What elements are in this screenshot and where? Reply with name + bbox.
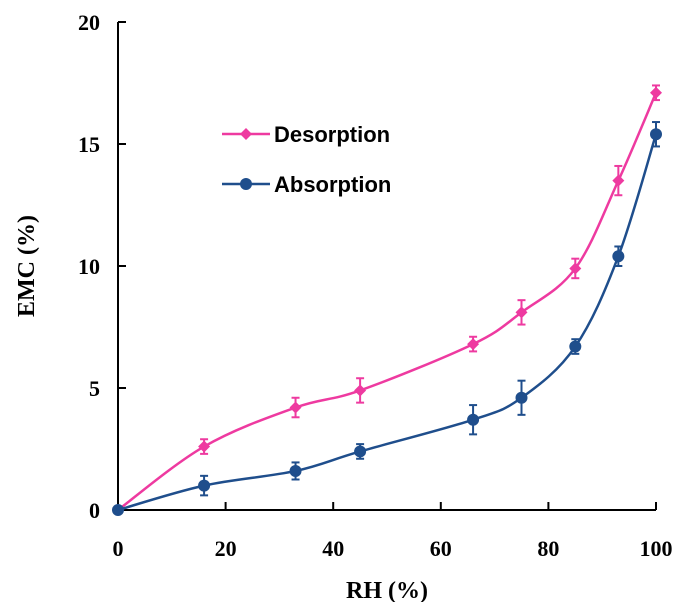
data-point bbox=[612, 174, 625, 187]
x-tick-label: 40 bbox=[322, 536, 344, 561]
ticks: 0 5 10 15 20 0 20 40 60 80 100 bbox=[78, 10, 673, 561]
series-layer bbox=[112, 84, 662, 516]
data-point bbox=[467, 413, 480, 426]
legend-item: Desorption bbox=[222, 122, 390, 147]
data-point bbox=[198, 479, 211, 492]
data-point bbox=[354, 445, 367, 458]
x-tick-label: 60 bbox=[430, 536, 452, 561]
data-point bbox=[289, 464, 302, 477]
data-point bbox=[354, 384, 367, 397]
series-desorption bbox=[112, 84, 662, 516]
y-tick-label: 10 bbox=[78, 254, 100, 279]
x-tick-label: 100 bbox=[640, 536, 673, 561]
data-point bbox=[515, 306, 528, 319]
data-point bbox=[650, 86, 662, 99]
x-axis-title: RH (%) bbox=[346, 578, 428, 602]
legend-marker bbox=[240, 128, 252, 140]
y-tick-label: 15 bbox=[78, 132, 100, 157]
data-point bbox=[569, 340, 582, 353]
data-point bbox=[289, 401, 302, 414]
y-tick-label: 20 bbox=[78, 10, 100, 35]
data-point bbox=[650, 128, 662, 141]
legend-item: Absorption bbox=[222, 172, 391, 197]
legend-label: Desorption bbox=[274, 122, 390, 147]
x-tick-label: 0 bbox=[113, 536, 124, 561]
y-axis-title: EMC (%) bbox=[14, 215, 40, 317]
y-tick-label: 5 bbox=[89, 376, 100, 401]
data-point bbox=[569, 262, 582, 275]
x-tick-label: 80 bbox=[537, 536, 559, 561]
legend-marker bbox=[240, 178, 252, 190]
data-point bbox=[112, 504, 124, 516]
data-point bbox=[612, 250, 625, 263]
legend-label: Absorption bbox=[274, 172, 391, 197]
data-point bbox=[198, 440, 211, 453]
series-absorption bbox=[112, 121, 662, 516]
x-tick-label: 20 bbox=[215, 536, 237, 561]
legend: Desorption Absorption bbox=[222, 122, 391, 197]
data-point bbox=[467, 338, 480, 351]
data-point bbox=[515, 391, 528, 404]
series-line bbox=[117, 92, 658, 512]
y-tick-label: 0 bbox=[89, 498, 100, 523]
